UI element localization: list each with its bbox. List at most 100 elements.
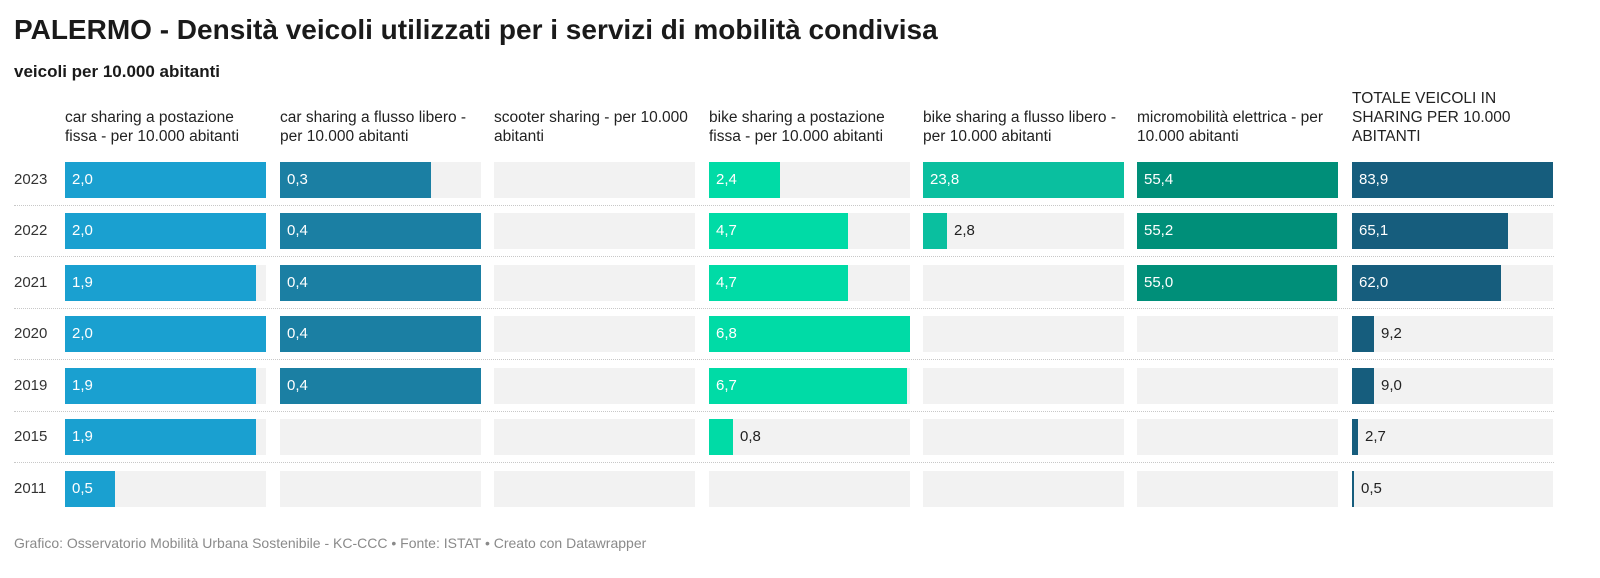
bar — [1352, 265, 1501, 301]
row-label: 2021 — [14, 274, 48, 291]
bar — [1137, 162, 1338, 198]
bar — [65, 316, 266, 352]
bar-track: 83,9 — [1352, 162, 1553, 198]
bar-value-label: 55,4 — [1144, 171, 1174, 188]
column-header: bike sharing a flusso libero - per 10.00… — [923, 109, 1116, 145]
bar-value-label: 55,0 — [1144, 274, 1174, 291]
bar-track: 23,8 — [923, 162, 1124, 198]
bar-track: 4,7 — [709, 265, 910, 301]
bar-value-label: 62,0 — [1359, 274, 1389, 291]
bar-value-label: 0,8 — [740, 428, 761, 445]
bar-track: 0,5 — [65, 471, 266, 507]
bar-value-label: 65,1 — [1359, 222, 1389, 239]
bar — [65, 265, 256, 301]
bar — [1352, 316, 1374, 352]
bar-track — [923, 419, 1124, 455]
bar-track — [280, 471, 481, 507]
bar — [1352, 162, 1553, 198]
bar-value-label: 4,7 — [716, 222, 737, 239]
bar — [709, 162, 780, 198]
bar-value-label: 23,8 — [930, 171, 960, 188]
bar-value-label: 1,9 — [72, 428, 93, 445]
bar-track: 6,8 — [709, 316, 910, 352]
bar-value-label: 83,9 — [1359, 171, 1389, 188]
bar-value-label: 1,9 — [72, 377, 93, 394]
row-label: 2019 — [14, 377, 48, 394]
row-separator — [14, 205, 1554, 206]
column-header: bike sharing a postazione fissa - per 10… — [709, 109, 885, 145]
bar-value-label: 9,0 — [1381, 377, 1402, 394]
row-label: 2015 — [14, 428, 48, 445]
row-label: 2023 — [14, 171, 48, 188]
column-header: micromobilità elettrica - per 10.000 abi… — [1137, 109, 1324, 145]
bar-track: 65,1 — [1352, 213, 1553, 249]
bar-value-label: 4,7 — [716, 274, 737, 291]
bar — [65, 162, 266, 198]
bar — [65, 471, 115, 507]
bar — [65, 419, 256, 455]
bar-value-label: 0,4 — [287, 274, 308, 291]
bar — [1352, 471, 1354, 507]
bar — [1352, 368, 1374, 404]
chart-subtitle: veicoli per 10.000 abitanti — [14, 62, 220, 81]
bar-track: 1,9 — [65, 265, 266, 301]
bar — [709, 419, 733, 455]
bar — [65, 368, 256, 404]
bar-value-label: 2,0 — [72, 325, 93, 342]
bar-track: 2,7 — [1352, 419, 1553, 455]
chart-footer: Grafico: Osservatorio Mobilità Urbana So… — [14, 535, 647, 551]
chart-title: PALERMO - Densità veicoli utilizzati per… — [14, 14, 938, 45]
bar — [280, 265, 481, 301]
bar-value-label: 2,0 — [72, 222, 93, 239]
bar-value-label: 1,9 — [72, 274, 93, 291]
bar-track — [494, 162, 695, 198]
bar-track — [494, 471, 695, 507]
bar-track — [709, 471, 910, 507]
bar-track — [494, 316, 695, 352]
row-label: 2020 — [14, 325, 48, 342]
bar-track — [923, 265, 1124, 301]
bar — [1352, 419, 1358, 455]
bar — [709, 316, 910, 352]
bar — [709, 368, 907, 404]
bar — [1137, 265, 1337, 301]
bar-track: 9,2 — [1352, 316, 1553, 352]
bar-track — [1137, 419, 1338, 455]
row-label: 2011 — [14, 480, 47, 497]
bar-track: 55,4 — [1137, 162, 1338, 198]
row-separator — [14, 256, 1554, 257]
row-separator — [14, 462, 1554, 463]
bar — [280, 368, 481, 404]
bar-track: 9,0 — [1352, 368, 1553, 404]
bar-track — [923, 368, 1124, 404]
bar-track: 0,8 — [709, 419, 910, 455]
bar-track — [494, 419, 695, 455]
bar-value-label: 0,5 — [72, 480, 93, 497]
bar-value-label: 0,4 — [287, 377, 308, 394]
row-separator — [14, 359, 1554, 360]
bar — [709, 213, 848, 249]
bar-track — [923, 471, 1124, 507]
bar — [280, 162, 431, 198]
bar — [1137, 213, 1337, 249]
bar-track — [494, 368, 695, 404]
bar-track: 0,4 — [280, 213, 481, 249]
column-header: TOTALE VEICOLI IN SHARING PER 10.000 ABI… — [1352, 90, 1511, 145]
row-label: 2022 — [14, 222, 48, 239]
bar-track — [1137, 368, 1338, 404]
bar-track: 1,9 — [65, 419, 266, 455]
bar-value-label: 2,0 — [72, 171, 93, 188]
column-header: scooter sharing - per 10.000 abitanti — [494, 109, 688, 145]
bar-track: 0,4 — [280, 316, 481, 352]
bar-track: 62,0 — [1352, 265, 1553, 301]
bar-track — [923, 316, 1124, 352]
bar-track: 4,7 — [709, 213, 910, 249]
bar — [65, 213, 266, 249]
bar-track: 1,9 — [65, 368, 266, 404]
bar-value-label: 55,2 — [1144, 222, 1174, 239]
bar-value-label: 0,5 — [1361, 480, 1382, 497]
bar-track: 0,4 — [280, 368, 481, 404]
bar-track — [1137, 316, 1338, 352]
bar-track: 0,4 — [280, 265, 481, 301]
column-header: car sharing a postazione fissa - per 10.… — [65, 109, 240, 145]
